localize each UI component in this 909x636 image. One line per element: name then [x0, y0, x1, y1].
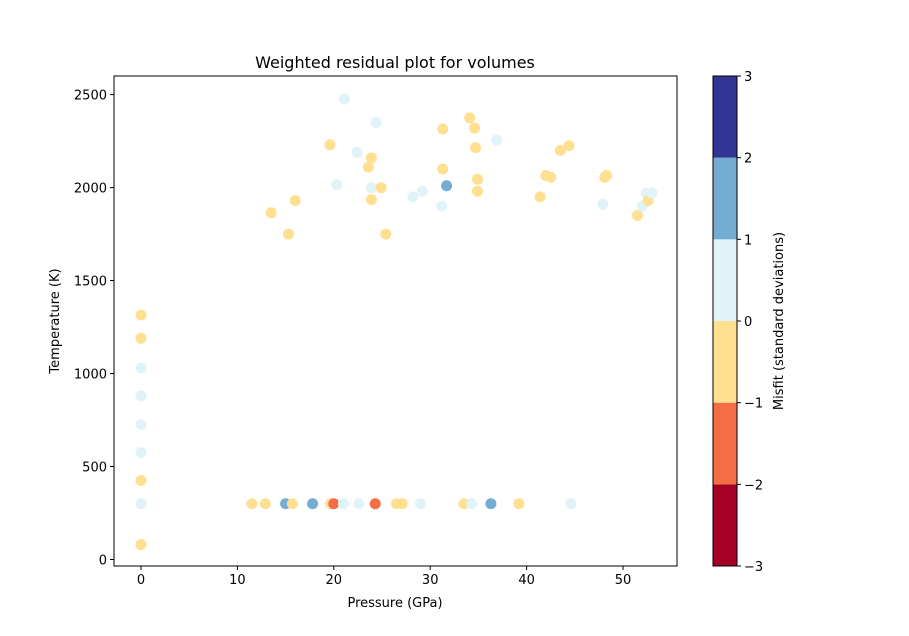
x-tick-label: 50	[615, 573, 632, 588]
data-point	[351, 146, 363, 158]
data-point	[416, 185, 428, 197]
y-tick-label: 2000	[74, 182, 107, 197]
colorbar-ticks: −3 −2 −1 0 1 2 3	[737, 70, 763, 575]
data-point	[554, 144, 566, 156]
data-point	[337, 498, 349, 510]
data-point	[485, 498, 497, 510]
x-tick-label: 10	[229, 573, 246, 588]
data-point	[491, 134, 503, 146]
data-point	[259, 498, 271, 510]
colorbar-tick-label: −1	[744, 397, 763, 412]
colorbar-tick-label: 3	[744, 70, 752, 85]
data-point	[282, 228, 294, 240]
data-point	[353, 498, 365, 510]
data-point	[307, 498, 319, 510]
colorbar-bin	[713, 321, 737, 403]
data-point	[471, 173, 483, 185]
data-point	[324, 139, 336, 151]
data-point	[363, 161, 375, 173]
x-tick-label: 30	[422, 573, 439, 588]
x-tick-label: 20	[326, 573, 343, 588]
y-tick-label: 500	[82, 461, 107, 476]
data-point	[135, 419, 147, 431]
y-axis-ticks: 0 500 1000 1500 2000 2500	[74, 89, 114, 568]
data-point	[415, 498, 427, 510]
x-tick-label: 0	[137, 573, 145, 588]
scatter-points	[135, 93, 658, 551]
data-point	[286, 498, 298, 510]
data-point	[631, 209, 643, 221]
colorbar-bin	[713, 76, 737, 158]
data-point	[265, 207, 277, 219]
data-point	[545, 171, 557, 183]
data-point	[471, 185, 483, 197]
data-point	[563, 140, 575, 152]
data-point	[466, 498, 478, 510]
colorbar-tick-label: −2	[744, 478, 763, 493]
data-point	[458, 498, 470, 510]
y-tick-label: 0	[99, 553, 107, 568]
data-point	[135, 309, 147, 321]
data-point	[470, 142, 482, 154]
data-point	[135, 498, 147, 510]
data-point	[441, 180, 453, 192]
data-point	[534, 191, 546, 203]
data-point	[597, 198, 609, 210]
data-point	[646, 187, 658, 199]
plot-frame	[113, 75, 678, 567]
data-point	[436, 200, 448, 212]
data-point	[135, 539, 147, 551]
data-point	[513, 498, 525, 510]
data-point	[135, 362, 147, 374]
colorbar-tick-label: −3	[744, 560, 763, 575]
x-axis-ticks: 0 10 20 30 40 50	[137, 566, 631, 588]
data-point	[437, 123, 449, 135]
y-tick-label: 2500	[74, 89, 107, 104]
data-point	[331, 179, 343, 191]
colorbar-bin	[713, 157, 737, 240]
data-point	[135, 332, 147, 344]
data-point	[369, 498, 381, 510]
x-axis-label: Pressure (GPa)	[347, 596, 442, 611]
data-point	[338, 93, 350, 105]
colorbar-bin	[713, 484, 737, 566]
data-point	[601, 169, 613, 181]
data-point	[328, 498, 340, 510]
colorbar-label: Misfit (standard deviations)	[772, 232, 787, 410]
data-point	[437, 163, 449, 175]
data-point	[375, 182, 387, 194]
data-point	[135, 474, 147, 486]
data-point	[246, 498, 258, 510]
x-tick-label: 40	[518, 573, 535, 588]
data-point	[135, 447, 147, 459]
data-point	[469, 122, 481, 134]
colorbar	[712, 75, 738, 567]
data-point	[365, 194, 377, 206]
data-point	[370, 116, 382, 128]
y-tick-label: 1000	[74, 368, 107, 383]
data-point	[289, 195, 301, 207]
colorbar-tick-label: 2	[744, 152, 752, 167]
data-point	[365, 152, 377, 164]
colorbar-bin	[713, 239, 737, 321]
colorbar-bin	[713, 402, 737, 485]
data-point	[365, 182, 377, 194]
data-point	[565, 498, 577, 510]
y-tick-label: 1500	[74, 275, 107, 290]
y-axis-label: Temperature (K)	[48, 268, 63, 374]
data-point	[396, 498, 408, 510]
colorbar-tick-label: 1	[744, 233, 752, 248]
colorbar-tick-label: 0	[744, 315, 752, 330]
data-point	[380, 228, 392, 240]
data-point	[464, 112, 476, 124]
data-point	[135, 390, 147, 402]
data-point	[407, 191, 419, 203]
chart-title: Weighted residual plot for volumes	[255, 53, 535, 72]
